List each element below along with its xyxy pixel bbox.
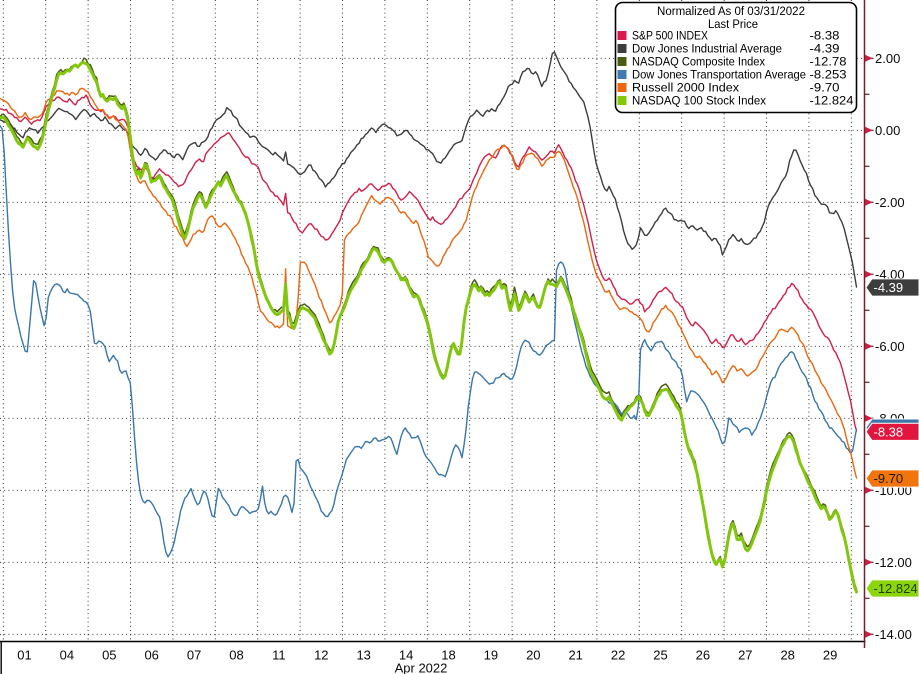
svg-text:01: 01 <box>17 648 31 663</box>
svg-text:13: 13 <box>356 648 370 663</box>
svg-text:-4.00: -4.00 <box>875 267 905 282</box>
svg-text:18: 18 <box>441 648 455 663</box>
svg-text:Apr 2022: Apr 2022 <box>395 661 448 674</box>
svg-text:-12.78: -12.78 <box>810 55 847 69</box>
svg-text:06: 06 <box>144 648 158 663</box>
svg-text:25: 25 <box>653 648 667 663</box>
svg-text:Dow Jones Transportation Avera: Dow Jones Transportation Average <box>632 68 806 82</box>
svg-text:Normalized As 0f 03/31/2022: Normalized As 0f 03/31/2022 <box>657 4 805 18</box>
svg-text:-12.00: -12.00 <box>875 555 912 570</box>
svg-text:-4.39: -4.39 <box>810 42 840 56</box>
svg-text:27: 27 <box>738 648 752 663</box>
svg-text:Russell 2000 Index: Russell 2000 Index <box>632 81 740 95</box>
svg-text:11: 11 <box>272 648 286 663</box>
svg-text:14: 14 <box>399 648 413 663</box>
svg-text:-4.39: -4.39 <box>874 280 904 295</box>
svg-text:-6.00: -6.00 <box>875 339 905 354</box>
svg-text:-9.70: -9.70 <box>810 81 840 95</box>
svg-text:-8.253: -8.253 <box>810 68 847 82</box>
svg-text:22: 22 <box>611 648 625 663</box>
svg-text:04: 04 <box>60 648 74 663</box>
svg-text:-2.00: -2.00 <box>875 195 905 210</box>
svg-text:-8.38: -8.38 <box>810 29 840 43</box>
svg-text:-12.824: -12.824 <box>874 581 918 596</box>
svg-text:NASDAQ 100 Stock Index: NASDAQ 100 Stock Index <box>632 94 767 108</box>
svg-text:19: 19 <box>484 648 498 663</box>
svg-text:12: 12 <box>314 648 328 663</box>
svg-text:NASDAQ Composite Index: NASDAQ Composite Index <box>632 55 766 69</box>
svg-text:08: 08 <box>229 648 243 663</box>
svg-text:S&P 500 INDEX: S&P 500 INDEX <box>632 29 708 43</box>
svg-text:Dow Jones Industrial Average: Dow Jones Industrial Average <box>632 42 782 56</box>
svg-text:20: 20 <box>526 648 540 663</box>
svg-text:-14.00: -14.00 <box>875 627 912 642</box>
svg-text:21: 21 <box>568 648 582 663</box>
svg-text:-12.824: -12.824 <box>810 94 854 108</box>
svg-text:29: 29 <box>823 648 837 663</box>
svg-text:05: 05 <box>102 648 116 663</box>
svg-text:-9.70: -9.70 <box>874 471 904 486</box>
svg-text:0.00: 0.00 <box>875 123 900 138</box>
svg-text:Last Price: Last Price <box>708 17 758 31</box>
svg-text:2.00: 2.00 <box>875 51 900 66</box>
svg-text:-8.38: -8.38 <box>874 424 904 439</box>
svg-text:26: 26 <box>696 648 710 663</box>
svg-text:28: 28 <box>780 648 794 663</box>
svg-text:07: 07 <box>187 648 201 663</box>
